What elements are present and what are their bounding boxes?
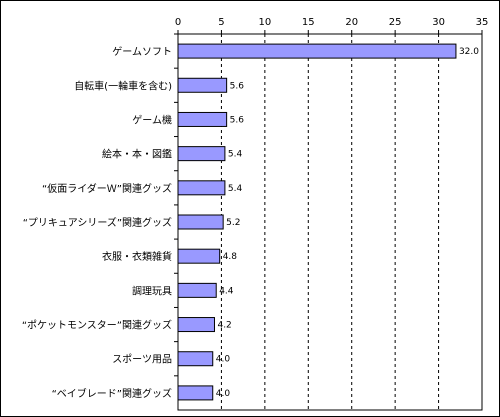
value-label-10: 4.0 — [216, 389, 231, 399]
x-tick-label-6: 30 — [432, 17, 445, 28]
x-tick-label-7: 35 — [476, 17, 489, 28]
bar-4 — [177, 180, 226, 196]
value-label-0: 32.0 — [459, 47, 479, 57]
bar-10 — [177, 385, 214, 401]
bar-5 — [177, 214, 224, 230]
x-tick-label-2: 10 — [258, 17, 271, 28]
bar-1 — [177, 77, 228, 93]
bar-0 — [177, 43, 457, 59]
value-label-7: 4.4 — [219, 286, 234, 296]
value-label-5: 5.2 — [226, 218, 240, 228]
category-label-5: “プリキュアシリーズ”関連グッズ — [23, 216, 172, 229]
value-label-1: 5.6 — [230, 81, 245, 91]
bar-3 — [177, 146, 226, 162]
value-label-6: 4.8 — [223, 252, 238, 262]
value-label-8: 4.2 — [217, 321, 231, 331]
category-label-2: ゲーム機 — [132, 113, 172, 126]
x-tick-label-4: 20 — [345, 17, 358, 28]
category-label-9: スポーツ用品 — [112, 354, 172, 366]
bar-6 — [177, 248, 221, 264]
category-label-8: “ポケットモンスター”関連グッズ — [22, 319, 172, 332]
category-label-6: 衣服・衣類雑貨 — [102, 250, 172, 263]
category-label-4: “仮面ライダーＷ”関連グッズ — [42, 182, 172, 195]
category-label-7: 調理玩具 — [132, 284, 172, 297]
bar-2 — [177, 111, 228, 127]
category-label-3: 絵本・本・図鑑 — [102, 148, 172, 161]
bar-7 — [177, 282, 217, 298]
x-tick-label-0: 0 — [175, 17, 181, 28]
category-label-1: 自転車(一輪車を含む) — [74, 79, 172, 92]
bar-9 — [177, 351, 214, 367]
value-label-9: 4.0 — [216, 355, 231, 365]
bar-8 — [177, 317, 215, 333]
x-tick-label-3: 15 — [302, 17, 315, 28]
category-label-0: ゲームソフト — [112, 46, 172, 58]
x-tick-label-1: 5 — [218, 17, 224, 28]
value-label-2: 5.6 — [230, 115, 245, 125]
value-label-3: 5.4 — [228, 150, 243, 160]
value-label-4: 5.4 — [228, 184, 243, 194]
category-label-10: “ベイブレード”関連グッズ — [52, 387, 172, 400]
x-tick-label-5: 25 — [389, 17, 402, 28]
